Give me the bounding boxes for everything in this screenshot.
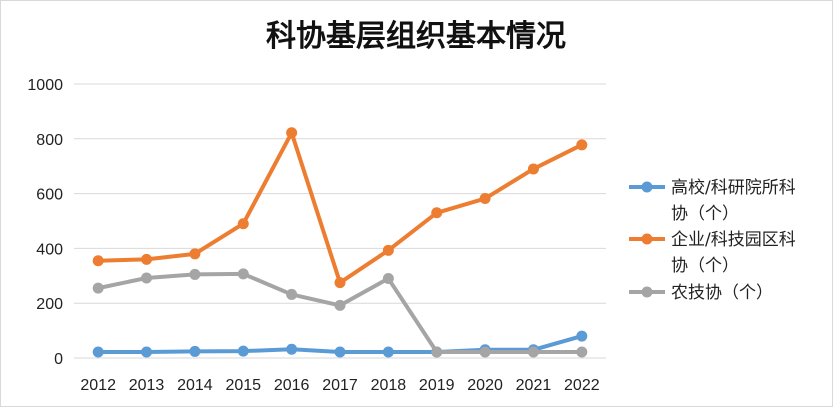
data-point — [576, 139, 588, 151]
data-point — [382, 244, 394, 256]
data-point — [92, 255, 104, 267]
data-point — [237, 345, 249, 357]
data-point — [141, 253, 153, 265]
x-tick-label: 2014 — [177, 377, 213, 394]
y-tick-label: 200 — [36, 296, 63, 313]
data-point — [286, 343, 298, 355]
data-point — [286, 288, 298, 300]
legend-marker — [641, 181, 653, 193]
data-point — [431, 207, 443, 219]
x-tick-label: 2021 — [516, 377, 552, 394]
data-point — [92, 346, 104, 358]
data-point — [382, 346, 394, 358]
data-point — [189, 268, 201, 280]
x-tick-label: 2020 — [467, 377, 503, 394]
y-tick-label: 600 — [36, 187, 63, 204]
data-point — [576, 346, 588, 358]
x-tick-label: 2015 — [225, 377, 261, 394]
x-axis-ticks: 2012 2013 2014 2015 2016 2017 2018 2019 2020 2021… — [80, 377, 599, 394]
legend-marker — [641, 286, 653, 298]
x-tick-label: 2017 — [322, 377, 358, 394]
data-point — [527, 163, 539, 175]
legend-label: 高校/科研院所科 — [671, 178, 796, 198]
data-point — [141, 272, 153, 284]
series-2 — [92, 127, 588, 289]
legend-marker — [641, 233, 653, 245]
grid-lines — [74, 83, 606, 359]
data-point — [237, 218, 249, 230]
data-point — [576, 330, 588, 342]
data-point — [189, 248, 201, 260]
y-tick-label: 800 — [36, 132, 63, 149]
y-axis-ticks: 0 200 400 600 800 1000 — [27, 77, 63, 368]
x-tick-label: 2012 — [80, 377, 116, 394]
data-point — [141, 346, 153, 358]
data-point — [479, 193, 491, 205]
legend-label: 协（个） — [671, 204, 739, 224]
data-point — [92, 282, 104, 294]
legend-label: 农技协（个） — [671, 283, 773, 303]
data-point — [334, 299, 346, 311]
data-point — [286, 127, 298, 139]
x-tick-label: 2022 — [564, 377, 600, 394]
data-point — [334, 277, 346, 289]
x-tick-label: 2013 — [129, 377, 165, 394]
chart-title: 科协基层组织基本情况 — [266, 19, 566, 54]
x-tick-label: 2016 — [274, 377, 310, 394]
y-tick-label: 400 — [36, 241, 63, 258]
series-3 — [92, 268, 588, 358]
legend-label: 企业/科技园区科 — [671, 230, 796, 250]
data-point — [382, 273, 394, 285]
data-point — [431, 346, 443, 358]
series-group — [92, 127, 588, 358]
data-point — [334, 346, 346, 358]
series-line — [96, 130, 584, 285]
series-1 — [92, 330, 588, 358]
y-tick-label: 1000 — [27, 77, 63, 94]
legend-label: 协（个） — [671, 256, 739, 276]
data-point — [527, 346, 539, 358]
x-tick-label: 2018 — [371, 377, 407, 394]
y-tick-label: 0 — [54, 351, 63, 368]
data-point — [237, 268, 249, 280]
data-point — [189, 345, 201, 357]
x-tick-label: 2019 — [419, 377, 455, 394]
legend-entry: 农技协（个） — [629, 283, 773, 303]
data-point — [479, 346, 491, 358]
